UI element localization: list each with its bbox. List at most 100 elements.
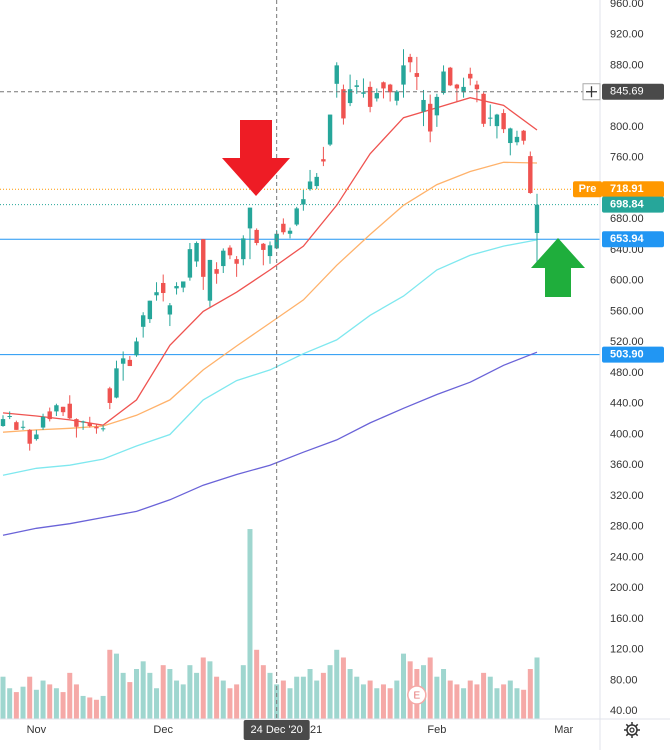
price-label: 503.90 xyxy=(610,348,644,360)
price-lines-layer xyxy=(0,188,600,356)
volume-bar xyxy=(347,669,353,719)
settings-icon[interactable] xyxy=(624,722,640,738)
volume-bar xyxy=(67,672,73,719)
candle-body xyxy=(414,73,420,77)
volume-bar xyxy=(494,688,500,719)
volume-bar xyxy=(220,680,226,719)
volume-bar xyxy=(100,695,106,719)
volume-bar xyxy=(481,672,487,719)
candle-body xyxy=(441,71,446,94)
candle-body xyxy=(481,93,486,124)
volume-bar xyxy=(200,657,206,719)
candle-body xyxy=(461,86,466,93)
candles-layer xyxy=(0,49,540,451)
candle-body xyxy=(421,99,426,112)
candle-body xyxy=(281,223,286,233)
candle-body xyxy=(181,281,186,288)
candle-body xyxy=(334,65,339,84)
gear-teeth xyxy=(624,722,640,738)
price-label-box xyxy=(602,346,664,363)
volume-bar xyxy=(13,692,19,719)
candle-body xyxy=(247,207,253,229)
moving-average xyxy=(2,97,538,426)
candle-body xyxy=(287,230,293,234)
volume-bar xyxy=(521,689,527,719)
candle-body xyxy=(307,181,313,190)
y-tick-label: 240.00 xyxy=(610,551,644,563)
price-label-box xyxy=(602,181,664,198)
volume-bar xyxy=(441,669,447,719)
candle-body xyxy=(327,114,333,145)
volume-bar xyxy=(174,680,180,719)
volume-bar xyxy=(93,699,99,719)
volume-bar xyxy=(234,684,240,719)
price-tag: Pre xyxy=(579,183,597,195)
crosshair-plus xyxy=(586,86,597,98)
candle-body xyxy=(521,130,526,141)
volume-bar xyxy=(427,657,433,719)
candle-body xyxy=(474,84,480,90)
event-label: E xyxy=(414,691,421,702)
y-tick-label: 520.00 xyxy=(610,336,644,348)
candle-body xyxy=(434,96,440,116)
y-tick-label: 480.00 xyxy=(610,367,644,379)
volume-bar xyxy=(267,672,273,719)
volume-bar xyxy=(254,649,260,719)
candle-body xyxy=(174,286,179,289)
green-up-arrow xyxy=(531,238,585,297)
candle-body xyxy=(361,92,366,94)
candle-body xyxy=(294,208,299,225)
volume-bar xyxy=(514,688,520,719)
y-tick-label: 120.00 xyxy=(610,644,644,656)
candle-body xyxy=(147,300,153,320)
candle-body xyxy=(321,159,326,162)
x-tick-label: Feb xyxy=(427,724,446,736)
candle-body xyxy=(20,426,26,428)
volume-bar xyxy=(327,665,333,719)
volume-bar xyxy=(7,688,13,719)
volume-bar xyxy=(294,676,300,719)
candle-body xyxy=(154,292,159,296)
candle-body xyxy=(301,199,306,205)
volume-bar xyxy=(33,689,39,719)
candle-body xyxy=(394,91,400,101)
volume-bar xyxy=(40,680,46,719)
crosshair-price-box xyxy=(602,83,664,100)
y-tick-label: 600.00 xyxy=(610,275,644,287)
moving-average xyxy=(2,161,538,433)
price-tag-box xyxy=(573,181,602,198)
candle-body xyxy=(427,103,433,132)
volume-bar xyxy=(507,680,513,719)
volume-bar xyxy=(307,669,313,719)
candle-body xyxy=(494,114,500,127)
volume-bar xyxy=(120,672,126,719)
candle-body xyxy=(374,93,379,99)
candle-body xyxy=(60,406,66,413)
y-tick-label: 200.00 xyxy=(610,582,644,594)
candle-body xyxy=(314,176,319,187)
candle-body xyxy=(74,419,79,427)
candle-body xyxy=(127,359,133,367)
volume-bar xyxy=(527,669,533,719)
y-tick-label: 280.00 xyxy=(610,521,644,533)
gear-hub xyxy=(629,727,635,733)
candle-body xyxy=(254,229,259,243)
candle-body xyxy=(140,315,146,327)
y-tick-label: 680.00 xyxy=(610,213,644,225)
candle-body xyxy=(381,82,386,89)
volume-bar xyxy=(134,669,140,719)
crosshair-price: 845.69 xyxy=(610,86,644,98)
volume-bar xyxy=(53,688,59,719)
y-tick-label: 40.00 xyxy=(610,705,638,717)
candle-body xyxy=(227,247,233,256)
volume-bar xyxy=(160,665,166,719)
volume-bar xyxy=(314,680,320,719)
y-tick-label: 360.00 xyxy=(610,459,644,471)
candle-body xyxy=(207,259,213,301)
candle-body xyxy=(367,86,373,107)
volume-bar xyxy=(474,684,480,719)
candle-body xyxy=(194,242,199,262)
candle-body xyxy=(221,250,226,267)
y-tick-label: 920.00 xyxy=(610,29,644,41)
candle-body xyxy=(107,388,113,403)
